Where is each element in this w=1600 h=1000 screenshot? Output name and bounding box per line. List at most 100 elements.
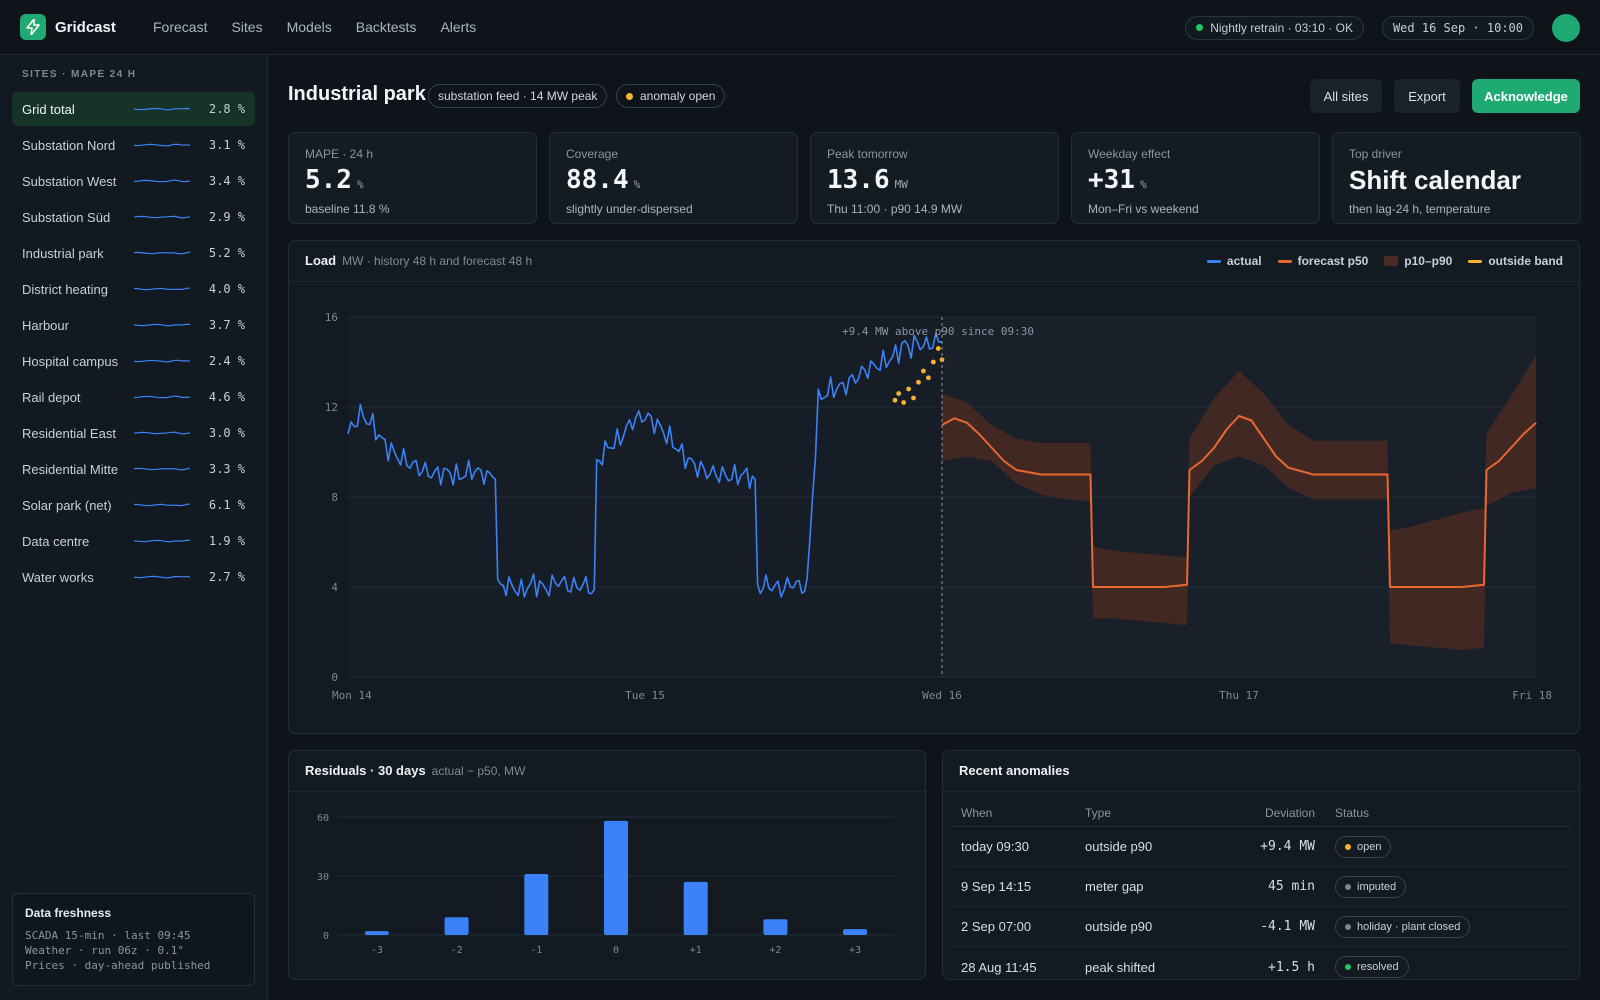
site-mape: 4.6 %	[208, 390, 245, 404]
sidebar-item-site[interactable]: Substation West 3.4 %	[12, 164, 255, 198]
sidebar-item-site[interactable]: District heating 4.0 %	[12, 272, 255, 306]
col-when[interactable]: When	[961, 805, 993, 820]
kpi-value: 88.4%	[566, 165, 781, 197]
cell-deviation: +1.5 h	[1268, 959, 1315, 975]
legend-forecast[interactable]: forecast p50	[1277, 254, 1368, 268]
status-badge[interactable]: resolved	[1335, 956, 1409, 978]
sidebar-item-site[interactable]: Substation Nord 3.1 %	[12, 128, 255, 162]
cell-deviation: +9.4 MW	[1260, 839, 1315, 854]
residual-bar	[364, 931, 389, 935]
site-mape: 2.7 %	[208, 570, 245, 584]
y-tick-label: 16	[325, 311, 338, 324]
acknowledge-button[interactable]: Acknowledge	[1472, 79, 1580, 113]
col-type[interactable]: Type	[1085, 805, 1112, 820]
x-tick-label: +3	[849, 945, 861, 956]
legend-band[interactable]: p10–p90	[1384, 254, 1452, 268]
nav-backtests[interactable]: Backtests	[355, 19, 417, 35]
status-text: resolved	[1357, 961, 1399, 973]
site-name: Grid total	[22, 101, 75, 117]
chart-annotation: +9.4 MW above p90 since 09:30	[842, 325, 1034, 338]
kpi-unit: %	[356, 178, 364, 191]
sidebar-item-site[interactable]: Hospital campus 2.4 %	[12, 344, 255, 378]
site-mape: 3.7 %	[208, 318, 245, 332]
status-badge[interactable]: open	[1335, 835, 1392, 858]
anomaly-tag[interactable]: anomaly open	[616, 84, 726, 108]
avatar[interactable]	[1552, 13, 1580, 42]
nav-sites[interactable]: Sites	[231, 19, 263, 35]
nav-forecast[interactable]: Forecast	[153, 19, 208, 35]
series-actual	[347, 332, 943, 598]
freshness-scada: SCADA 15-min · last 09:45	[25, 929, 191, 942]
kpi-top-driver: Top driver Shift calendar then lag-24 h,…	[1332, 132, 1581, 224]
export-button[interactable]: Export	[1394, 79, 1460, 113]
sidebar-item-site[interactable]: Water works 2.7 %	[12, 560, 255, 594]
site-name: Industrial park	[22, 245, 104, 261]
table-row[interactable]: today 09:30 outside p90 +9.4 MW open	[951, 827, 1571, 867]
all-sites-button[interactable]: All sites	[1310, 79, 1382, 113]
x-tick-label: -1	[530, 945, 542, 956]
kpi-unit: MW	[894, 178, 908, 191]
kpi-sub: slightly under-dispersed	[566, 202, 693, 216]
sidebar: SITES · MAPE 24 H Grid total 2.8 % Substat…	[0, 55, 268, 1000]
residuals-chart[interactable]: 0 30 60 -3 -2 -1 0 +1 +2 +3	[289, 793, 925, 979]
sidebar-item-site[interactable]: Harbour 3.7 %	[12, 308, 255, 342]
outside-band-point	[906, 386, 911, 392]
table-row[interactable]: 9 Sep 14:15 meter gap 45 min imputed	[951, 867, 1571, 907]
kpi-number: +31	[1088, 165, 1135, 195]
sparkline-path	[134, 359, 190, 363]
status-dot-icon	[1345, 883, 1351, 890]
legend-actual[interactable]: actual	[1206, 254, 1262, 268]
kpi-value: Shift calendar	[1349, 165, 1564, 197]
panel-divider	[289, 281, 1579, 282]
site-sparkline	[134, 251, 190, 255]
nav-models[interactable]: Models	[286, 19, 332, 35]
residuals-panel-title: Residuals · 30 days actual − p50, MW	[305, 763, 525, 778]
site-mape: 3.3 %	[208, 462, 245, 476]
brand[interactable]: Gridcast	[20, 14, 153, 40]
status-badge[interactable]: holiday · plant closed	[1335, 915, 1471, 938]
sidebar-item-site[interactable]: Grid total 2.8 %	[12, 92, 255, 126]
sparkline-path	[134, 323, 190, 327]
site-sparkline	[134, 575, 190, 579]
sidebar-item-site[interactable]: Industrial park 5.2 %	[12, 236, 255, 270]
outside-band-point	[921, 368, 926, 374]
residual-bar	[683, 881, 708, 935]
nav-alerts[interactable]: Alerts	[440, 19, 477, 35]
kpi-label: Peak tomorrow	[827, 147, 908, 161]
kpi-label: Coverage	[566, 147, 619, 161]
cell-status: open	[1315, 835, 1565, 858]
legend-band-swatch	[1384, 256, 1399, 266]
status-ok-icon	[1196, 24, 1204, 31]
col-status[interactable]: Status	[1335, 805, 1370, 820]
outside-band-point	[892, 397, 898, 403]
status-badge[interactable]: imputed	[1335, 875, 1407, 898]
sidebar-item-site[interactable]: Solar park (net) 6.1 %	[12, 488, 255, 522]
site-mape: 4.0 %	[208, 282, 245, 296]
sidebar-item-site[interactable]: Data centre 1.9 %	[12, 524, 255, 558]
sidebar-item-site[interactable]: Residential Mitte 3.3 %	[12, 452, 255, 486]
table-row[interactable]: 2 Sep 07:00 outside p90 -4.1 MW holiday · p…	[951, 907, 1571, 947]
load-legend: actual forecast p50 p10–p90 outside band	[1191, 254, 1563, 268]
sidebar-item-site[interactable]: Rail depot 4.6 %	[12, 380, 255, 414]
load-chart[interactable]: 0 4 8 12 16 Mon 14 Tue 15 Wed 16 Thu 17 Fri 18 +9.…	[289, 283, 1579, 733]
current-datetime: Wed 16 Sep · 10:00	[1381, 15, 1534, 40]
residuals-panel: Residuals · 30 days actual − p50, MW 0 30 6…	[288, 750, 926, 980]
sparkline-path	[134, 143, 190, 147]
sidebar-item-site[interactable]: Substation Süd 2.9 %	[12, 200, 255, 234]
residuals-subtitle: actual − p50, MW	[431, 764, 526, 778]
residual-bar	[524, 874, 549, 935]
table-row[interactable]: 28 Aug 11:45 peak shifted +1.5 h resolved	[951, 947, 1571, 987]
col-deviation[interactable]: Deviation	[1264, 805, 1315, 820]
legend-outside[interactable]: outside band	[1468, 254, 1563, 268]
site-mape: 2.9 %	[208, 210, 245, 224]
sparkline-path	[134, 467, 190, 471]
retrain-status[interactable]: Nightly retrain · 03:10 · OK	[1185, 15, 1364, 40]
kpi-mape: MAPE · 24 h 5.2% baseline 11.8 %	[288, 132, 537, 224]
kpi-peak-tomorrow: Peak tomorrow 13.6 MW Thu 11:00 · p90 14.…	[810, 132, 1059, 224]
page-title: Industrial park	[288, 83, 426, 105]
residual-bar	[604, 820, 628, 935]
y-tick-label: 0	[331, 671, 338, 684]
legend-forecast-swatch	[1277, 259, 1292, 263]
sidebar-item-site[interactable]: Residential East 3.0 %	[12, 416, 255, 450]
anomaly-tag-text: anomaly open	[640, 89, 716, 103]
